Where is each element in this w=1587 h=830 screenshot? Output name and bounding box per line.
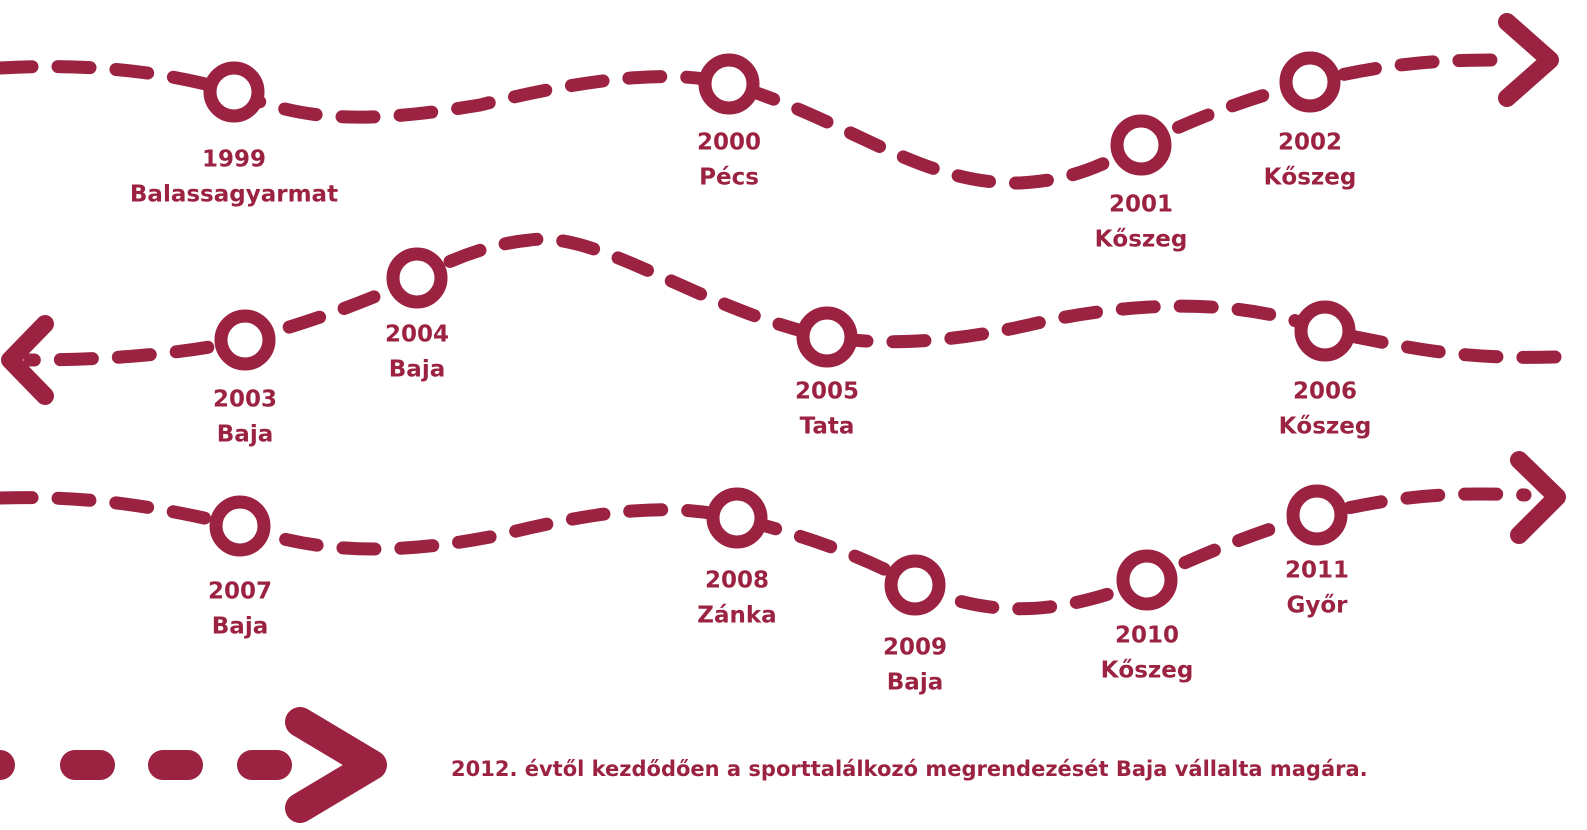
note: 2012. évtől kezdődően a sporttalálkozó m… bbox=[451, 757, 1368, 781]
event-place: Kőszeg bbox=[1264, 165, 1357, 191]
event-place: Kőszeg bbox=[1101, 658, 1194, 684]
event-node bbox=[209, 495, 271, 557]
event-year: 2009 bbox=[883, 635, 947, 661]
event-year: 2003 bbox=[213, 387, 277, 413]
event-node bbox=[884, 554, 946, 616]
event-year: 2001 bbox=[1109, 192, 1173, 218]
event-year: 2006 bbox=[1293, 379, 1357, 405]
event-node bbox=[1116, 549, 1178, 611]
event-year: 2004 bbox=[385, 322, 449, 348]
event-year: 2000 bbox=[697, 130, 761, 156]
event-place: Zánka bbox=[697, 603, 776, 629]
event-place: Baja bbox=[217, 422, 273, 448]
event-place: Baja bbox=[887, 670, 943, 696]
event-place: Tata bbox=[800, 414, 855, 440]
event-place: Győr bbox=[1286, 593, 1348, 619]
event-place: Kőszeg bbox=[1279, 414, 1372, 440]
event-place: Baja bbox=[389, 357, 445, 383]
event-year: 2007 bbox=[208, 579, 272, 605]
event-node bbox=[1286, 484, 1348, 546]
arrow-head bbox=[1510, 451, 1566, 544]
event-node bbox=[1279, 51, 1341, 113]
event-node bbox=[706, 487, 768, 549]
event-node bbox=[698, 53, 760, 115]
event-year: 2011 bbox=[1285, 558, 1349, 584]
event-node bbox=[203, 61, 265, 123]
event-place: Balassagyarmat bbox=[130, 182, 338, 208]
event-year: 2002 bbox=[1278, 130, 1342, 156]
event-year: 1999 bbox=[202, 147, 266, 173]
event-node bbox=[386, 247, 448, 309]
event-node bbox=[1294, 300, 1356, 362]
event-node bbox=[1110, 114, 1172, 176]
event-place: Baja bbox=[212, 614, 268, 640]
arrow-head bbox=[1498, 13, 1559, 107]
arrow-head bbox=[1, 315, 54, 405]
event-node bbox=[214, 309, 276, 371]
event-node bbox=[796, 306, 858, 368]
event-year: 2005 bbox=[795, 379, 859, 405]
event-year: 2010 bbox=[1115, 623, 1179, 649]
event-place: Kőszeg bbox=[1095, 227, 1188, 253]
legend-arrow bbox=[0, 707, 387, 823]
event-year: 2008 bbox=[705, 568, 769, 594]
event-place: Pécs bbox=[699, 165, 759, 191]
